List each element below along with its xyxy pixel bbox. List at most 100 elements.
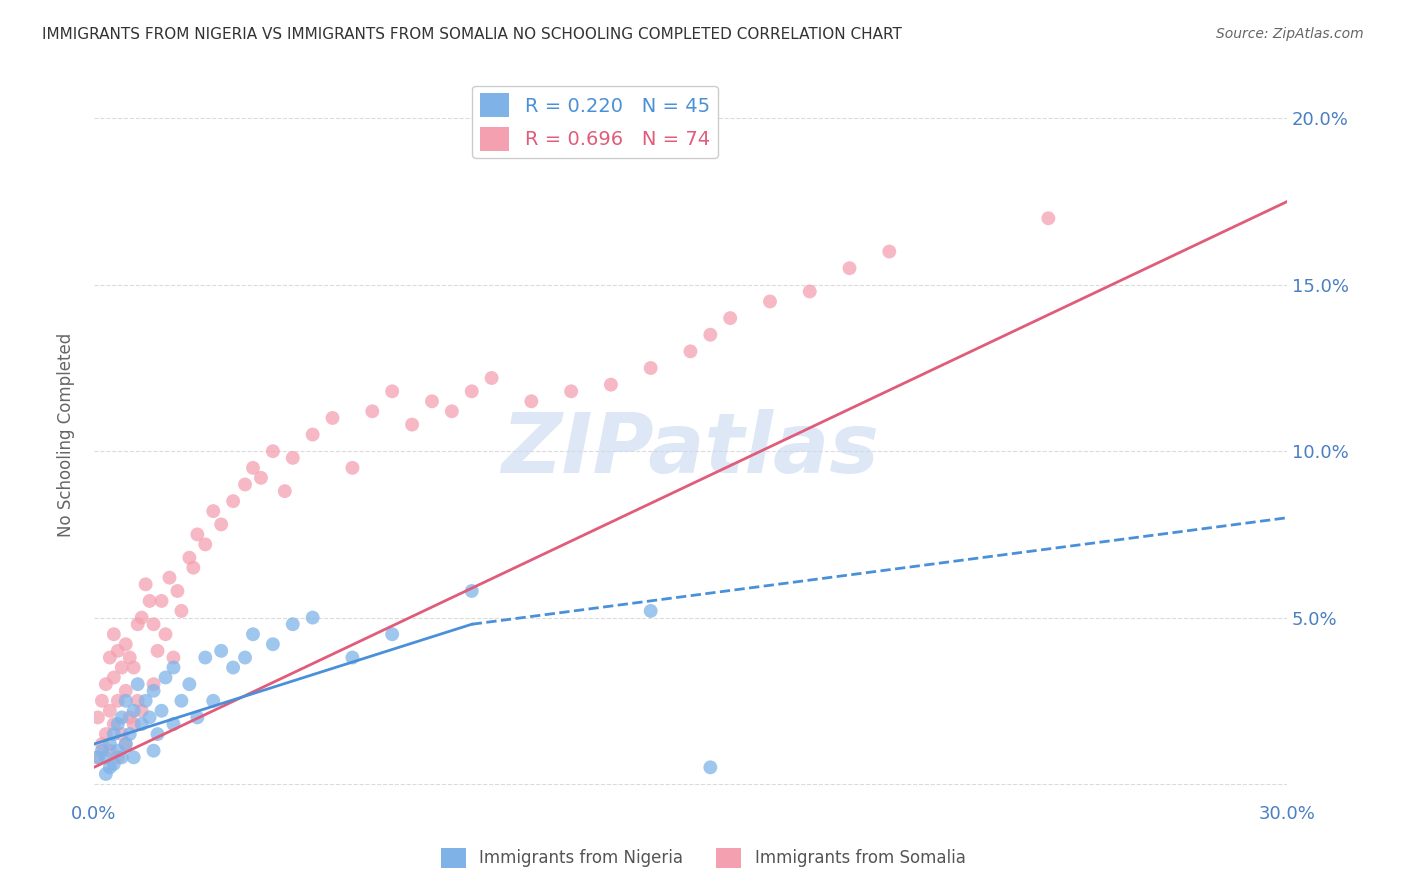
Point [170, 694, 193, 708]
Point [135, 577, 157, 591]
Point [183, 560, 205, 574]
Point [150, 594, 173, 608]
Point [179, 550, 201, 565]
Point [107, 644, 129, 658]
Point [242, 460, 264, 475]
Point [118, 710, 141, 724]
Point [111, 660, 134, 674]
Point [122, 660, 145, 674]
Point [146, 727, 169, 741]
Point [361, 404, 384, 418]
Point [401, 417, 423, 432]
Point [142, 683, 165, 698]
Text: Source: ZipAtlas.com: Source: ZipAtlas.com [1216, 27, 1364, 41]
Point [118, 727, 141, 741]
Point [103, 627, 125, 641]
Point [877, 244, 900, 259]
Point [142, 677, 165, 691]
Point [122, 704, 145, 718]
Point [111, 750, 134, 764]
Point [135, 694, 157, 708]
Legend: Immigrants from Nigeria, Immigrants from Somalia: Immigrants from Nigeria, Immigrants from… [434, 841, 972, 875]
Point [103, 717, 125, 731]
Point [155, 671, 177, 685]
Point [98, 737, 121, 751]
Text: ZIPatlas: ZIPatlas [502, 409, 879, 490]
Point [90, 744, 112, 758]
Point [799, 285, 821, 299]
Point [98, 744, 121, 758]
Point [420, 394, 443, 409]
Point [274, 484, 297, 499]
Point [98, 704, 121, 718]
Point [233, 650, 256, 665]
Point [114, 637, 136, 651]
Point [114, 737, 136, 751]
Point [103, 671, 125, 685]
Point [107, 744, 129, 758]
Point [131, 717, 153, 731]
Point [222, 660, 245, 674]
Point [342, 460, 364, 475]
Point [202, 504, 225, 518]
Point [131, 704, 153, 718]
Point [138, 594, 160, 608]
Point [166, 584, 188, 599]
Point [111, 710, 134, 724]
Point [107, 750, 129, 764]
Point [699, 327, 721, 342]
Point [122, 750, 145, 764]
Point [194, 650, 217, 665]
Point [146, 644, 169, 658]
Point [114, 694, 136, 708]
Point [87, 710, 110, 724]
Point [155, 627, 177, 641]
Point [250, 471, 273, 485]
Point [94, 727, 117, 741]
Point [301, 610, 323, 624]
Point [127, 617, 149, 632]
Point [103, 727, 125, 741]
Point [103, 757, 125, 772]
Point [281, 617, 304, 632]
Point [107, 717, 129, 731]
Point [162, 650, 184, 665]
Point [111, 727, 134, 741]
Point [222, 494, 245, 508]
Point [322, 411, 344, 425]
Point [699, 760, 721, 774]
Point [98, 760, 121, 774]
Point [838, 261, 860, 276]
Point [98, 650, 121, 665]
Point [640, 604, 662, 618]
Point [159, 571, 181, 585]
Point [440, 404, 463, 418]
Point [262, 444, 284, 458]
Point [202, 694, 225, 708]
Point [301, 427, 323, 442]
Point [520, 394, 543, 409]
Text: IMMIGRANTS FROM NIGERIA VS IMMIGRANTS FROM SOMALIA NO SCHOOLING COMPLETED CORREL: IMMIGRANTS FROM NIGERIA VS IMMIGRANTS FR… [42, 27, 903, 42]
Point [262, 637, 284, 651]
Point [679, 344, 702, 359]
Point [1038, 211, 1060, 226]
Point [209, 644, 232, 658]
Point [107, 694, 129, 708]
Legend: R = 0.220   N = 45, R = 0.696   N = 74: R = 0.220 N = 45, R = 0.696 N = 74 [472, 86, 717, 158]
Point [381, 384, 404, 399]
Point [90, 694, 112, 708]
Point [162, 660, 184, 674]
Point [600, 377, 623, 392]
Point [170, 604, 193, 618]
Point [94, 750, 117, 764]
Point [718, 311, 741, 326]
Point [461, 384, 484, 399]
Point [209, 517, 232, 532]
Point [127, 694, 149, 708]
Point [127, 677, 149, 691]
Point [94, 767, 117, 781]
Point [179, 677, 201, 691]
Point [194, 537, 217, 551]
Point [186, 710, 208, 724]
Point [560, 384, 582, 399]
